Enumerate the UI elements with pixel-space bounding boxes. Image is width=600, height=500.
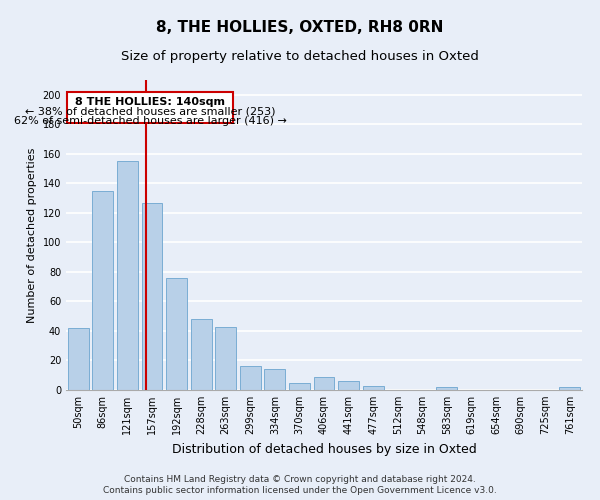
Bar <box>559 387 580 390</box>
Bar <box>117 161 138 390</box>
Text: Contains HM Land Registry data © Crown copyright and database right 2024.: Contains HM Land Registry data © Crown c… <box>124 475 476 484</box>
Text: 8 THE HOLLIES: 140sqm: 8 THE HOLLIES: 140sqm <box>75 97 225 107</box>
Text: ← 38% of detached houses are smaller (253): ← 38% of detached houses are smaller (25… <box>25 106 275 117</box>
Bar <box>215 326 236 390</box>
Y-axis label: Number of detached properties: Number of detached properties <box>27 148 37 322</box>
Bar <box>166 278 187 390</box>
Bar <box>362 386 383 390</box>
Bar <box>92 190 113 390</box>
Bar <box>314 376 334 390</box>
Bar <box>142 202 163 390</box>
Bar <box>240 366 261 390</box>
Bar <box>289 382 310 390</box>
Bar <box>265 370 286 390</box>
Text: Contains public sector information licensed under the Open Government Licence v3: Contains public sector information licen… <box>103 486 497 495</box>
Text: 62% of semi-detached houses are larger (416) →: 62% of semi-detached houses are larger (… <box>14 116 287 126</box>
Text: Size of property relative to detached houses in Oxted: Size of property relative to detached ho… <box>121 50 479 63</box>
Bar <box>68 328 89 390</box>
Bar <box>191 319 212 390</box>
Text: 8, THE HOLLIES, OXTED, RH8 0RN: 8, THE HOLLIES, OXTED, RH8 0RN <box>157 20 443 35</box>
X-axis label: Distribution of detached houses by size in Oxted: Distribution of detached houses by size … <box>172 442 476 456</box>
Bar <box>436 387 457 390</box>
Bar <box>338 381 359 390</box>
FancyBboxPatch shape <box>67 92 233 123</box>
